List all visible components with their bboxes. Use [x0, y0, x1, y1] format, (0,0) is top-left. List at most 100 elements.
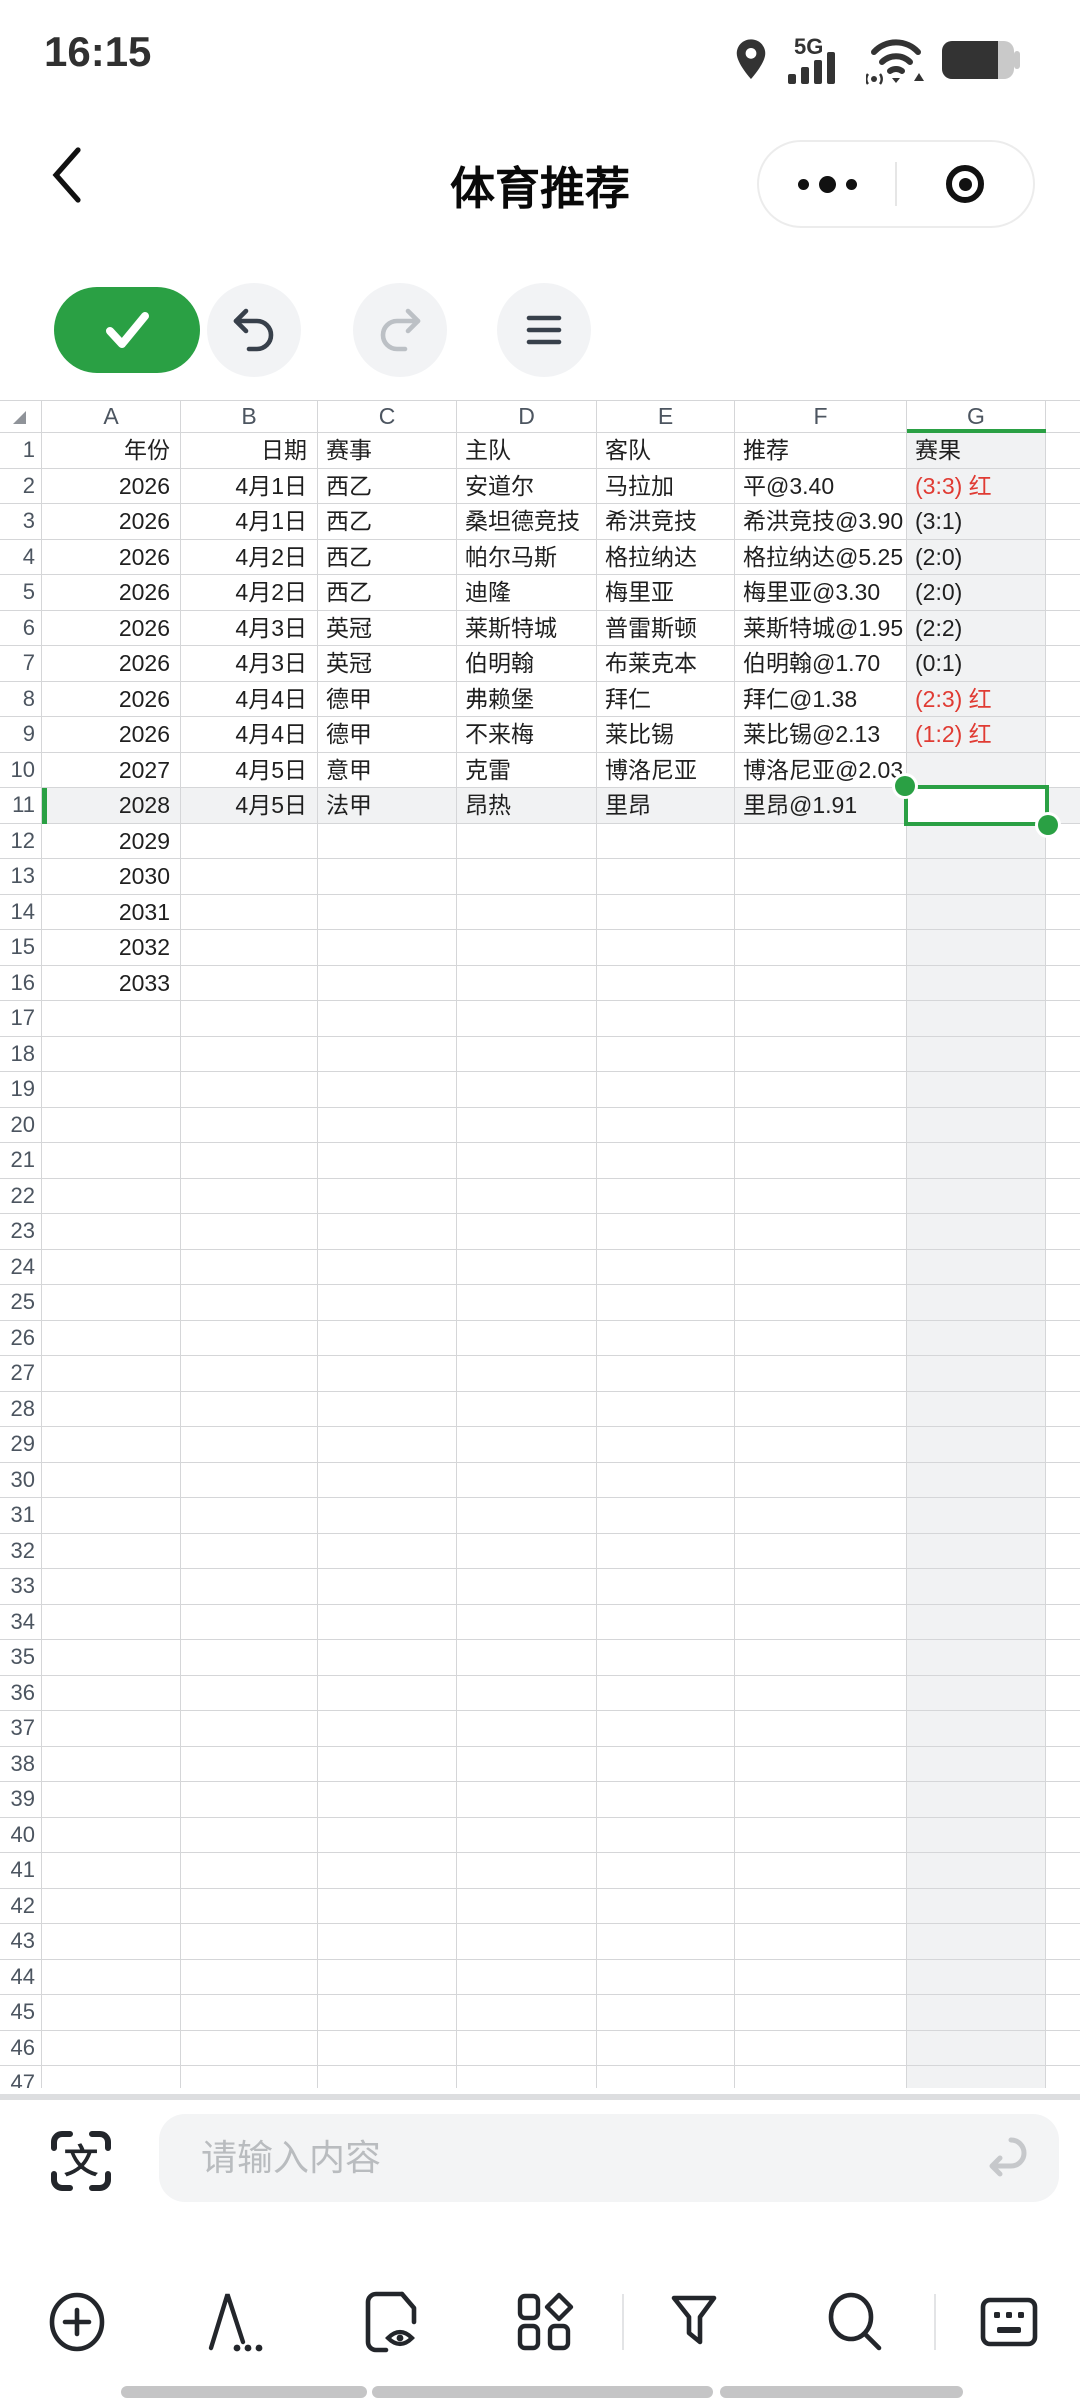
sheet-cell[interactable]	[907, 2030, 1046, 2066]
row-header-29[interactable]: 29	[0, 1427, 42, 1463]
row-header-3[interactable]: 3	[0, 504, 42, 540]
sheet-cell[interactable]	[181, 1320, 318, 1356]
row-header-27[interactable]: 27	[0, 1356, 42, 1392]
sheet-cell[interactable]	[735, 1320, 907, 1356]
sheet-cell[interactable]	[457, 1320, 597, 1356]
sheet-cell[interactable]	[181, 1604, 318, 1640]
redo-button[interactable]	[353, 283, 447, 377]
sheet-cell[interactable]	[457, 1178, 597, 1214]
sheet-cell[interactable]	[1046, 1534, 1080, 1569]
sheet-cell[interactable]: 伯明翰	[457, 646, 597, 682]
sheet-cell[interactable]	[457, 1498, 597, 1534]
sheet-cell[interactable]	[735, 1391, 907, 1427]
sheet-cell[interactable]	[457, 1427, 597, 1463]
sheet-cell[interactable]: 莱比锡	[597, 717, 735, 753]
sheet-cell[interactable]	[597, 1959, 735, 1995]
column-header-E[interactable]: E	[597, 401, 735, 433]
sheet-cell[interactable]	[735, 2066, 907, 2088]
sheet-cell[interactable]	[597, 1143, 735, 1179]
sheet-cell[interactable]	[735, 1462, 907, 1498]
sheet-cell[interactable]	[457, 1604, 597, 1640]
sheet-cell[interactable]	[735, 1285, 907, 1321]
sheet-cell[interactable]	[181, 1107, 318, 1143]
bottom-handle-right[interactable]	[720, 2386, 963, 2398]
sheet-cell[interactable]	[1046, 753, 1080, 788]
sheet-cell[interactable]	[1046, 1001, 1080, 1037]
sheet-cell[interactable]	[907, 1746, 1046, 1782]
row-header-37[interactable]: 37	[0, 1711, 42, 1747]
row-header-16[interactable]: 16	[0, 965, 42, 1001]
sheet-cell[interactable]	[42, 1462, 181, 1498]
sheet-cell[interactable]: 西乙	[318, 539, 457, 575]
sheet-cell[interactable]: 希洪竞技@3.90	[735, 504, 907, 540]
scan-text-button[interactable]: 文	[48, 2128, 114, 2194]
sheet-cell[interactable]	[1046, 895, 1080, 930]
sheet-cell[interactable]	[597, 1782, 735, 1818]
sheet-cell[interactable]: 弗赖堡	[457, 681, 597, 717]
sheet-cell[interactable]	[735, 1888, 907, 1924]
sheet-cell[interactable]: 赛果	[907, 433, 1046, 469]
sheet-cell[interactable]: 主队	[457, 433, 597, 469]
sheet-cell[interactable]: 4月2日	[181, 575, 318, 611]
sheet-cell[interactable]	[907, 1533, 1046, 1569]
sheet-cell[interactable]	[597, 930, 735, 966]
sheet-cell[interactable]: 推荐	[735, 433, 907, 469]
sheet-cell[interactable]	[597, 1888, 735, 1924]
sheet-cell[interactable]	[457, 1817, 597, 1853]
sheet-cell[interactable]	[597, 1285, 735, 1321]
sheet-cell[interactable]	[42, 1711, 181, 1747]
keyboard-button[interactable]	[977, 2290, 1041, 2354]
row-header-36[interactable]: 36	[0, 1675, 42, 1711]
sheet-cell[interactable]	[318, 1675, 457, 1711]
column-header-F[interactable]: F	[735, 401, 907, 433]
sheet-cell[interactable]	[42, 1001, 181, 1037]
sheet-cell[interactable]	[318, 965, 457, 1001]
sheet-cell[interactable]: 2028	[42, 788, 181, 824]
sheet-cell[interactable]	[457, 2066, 597, 2088]
selection-handle-top-left[interactable]	[895, 776, 915, 796]
column-header-C[interactable]: C	[318, 401, 457, 433]
sheet-cell[interactable]	[181, 1143, 318, 1179]
sheet-cell[interactable]: 迪隆	[457, 575, 597, 611]
sheet-cell[interactable]	[1046, 1356, 1080, 1392]
sheet-cell[interactable]	[181, 1214, 318, 1250]
sheet-cell[interactable]	[457, 1533, 597, 1569]
sheet-cell[interactable]	[42, 1640, 181, 1676]
sheet-cell[interactable]	[907, 1853, 1046, 1889]
sheet-cell[interactable]	[597, 1427, 735, 1463]
row-header-19[interactable]: 19	[0, 1072, 42, 1108]
confirm-button[interactable]	[54, 287, 200, 373]
sheet-cell[interactable]	[181, 1249, 318, 1285]
sheet-cell[interactable]	[457, 894, 597, 930]
sheet-cell[interactable]	[181, 823, 318, 859]
sheet-cell[interactable]: 西乙	[318, 504, 457, 540]
sheet-cell[interactable]	[1046, 930, 1080, 966]
sheet-cell[interactable]	[597, 1391, 735, 1427]
bottom-handle-left[interactable]	[121, 2386, 367, 2398]
sheet-cell[interactable]	[318, 1782, 457, 1818]
sheet-cell[interactable]	[1046, 1605, 1080, 1640]
bottom-handle-center[interactable]	[372, 2386, 713, 2398]
sheet-cell[interactable]	[907, 1924, 1046, 1960]
sheet-cell[interactable]: 4月3日	[181, 610, 318, 646]
sheet-cell[interactable]	[1046, 1250, 1080, 1285]
sheet-cell[interactable]	[1046, 1640, 1080, 1676]
sheet-cell[interactable]	[1046, 1463, 1080, 1498]
sheet-cell[interactable]	[907, 1995, 1046, 2031]
sheet-cell[interactable]	[735, 1001, 907, 1037]
sheet-cell[interactable]: 格拉纳达@5.25	[735, 539, 907, 575]
sheet-cell[interactable]	[1046, 1782, 1080, 1818]
sheet-cell[interactable]	[907, 1178, 1046, 1214]
sheet-cell[interactable]	[735, 1995, 907, 2031]
sheet-cell[interactable]: 不来梅	[457, 717, 597, 753]
sheet-cell[interactable]	[181, 1711, 318, 1747]
sheet-cell[interactable]	[907, 1604, 1046, 1640]
menu-button[interactable]	[497, 283, 591, 377]
sheet-cell[interactable]	[457, 1214, 597, 1250]
sheet-cell[interactable]	[735, 1249, 907, 1285]
sheet-cell[interactable]	[597, 1036, 735, 1072]
sheet-cell[interactable]: 莱斯特城@1.95	[735, 610, 907, 646]
row-header-9[interactable]: 9	[0, 717, 42, 753]
sheet-cell[interactable]	[735, 1036, 907, 1072]
sheet-cell[interactable]: 克雷	[457, 752, 597, 788]
